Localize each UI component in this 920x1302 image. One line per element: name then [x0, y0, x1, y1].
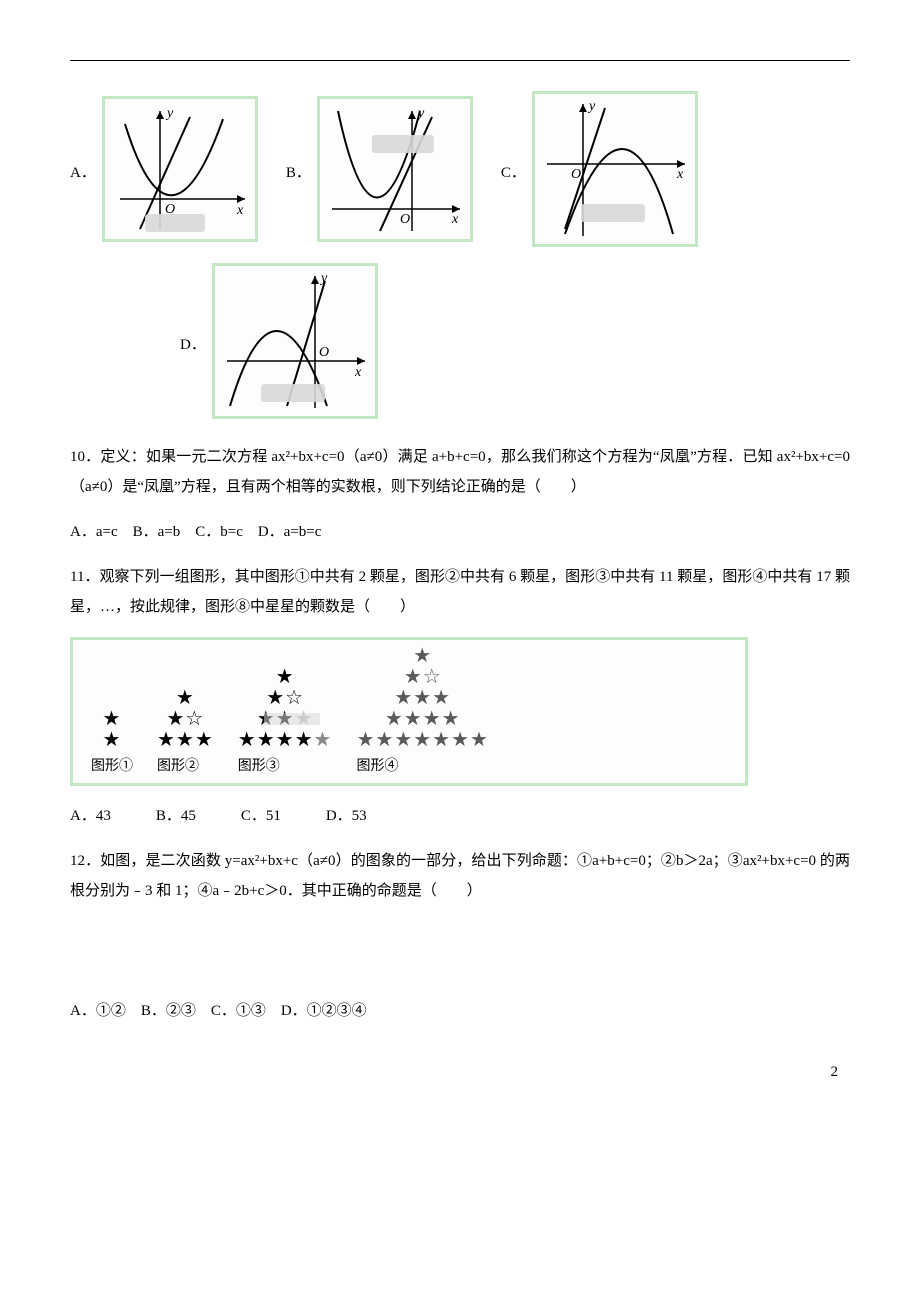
horizontal-rule	[70, 60, 850, 61]
q9-graph-D: y x O	[212, 263, 378, 419]
svg-text:x: x	[354, 365, 362, 380]
q9-option-C-label: C．	[501, 158, 526, 188]
q11-stem: 11．观察下列一组图形，其中图形①中共有 2 颗星，图形②中共有 6 颗星，图形…	[70, 562, 850, 622]
svg-text:x: x	[451, 212, 459, 227]
stars-label-4: 图形④	[356, 753, 398, 781]
svg-text:y: y	[587, 99, 596, 114]
stars-figure-3: ★ ★☆ ★★★ ★★★★★ 图形③	[238, 667, 333, 781]
q11-stars-panel: ★ ★ 图形① ★ ★☆ ★★★ 图形② ★ ★☆ ★★★ ★★★★★ 图形③ …	[70, 637, 748, 786]
q10-stem: 10．定义：如果一元二次方程 ax²+bx+c=0（a≠0）满足 a+b+c=0…	[70, 442, 850, 502]
svg-text:O: O	[571, 167, 581, 182]
svg-text:y: y	[165, 106, 174, 121]
stars-figure-4: ★ ★☆ ★★★ ★★★★ ★★★★★★★ 图形④	[356, 646, 489, 781]
q12-figure-placeholder	[70, 921, 850, 981]
page: A． y x O B．	[0, 0, 920, 1101]
q9-option-B-label: B．	[286, 158, 311, 188]
q9-graph-A: y x O	[102, 96, 258, 242]
stars-label-2: 图形②	[157, 753, 199, 781]
stars-label-3: 图形③	[238, 753, 280, 781]
q10-options: A．a=c B．a=b C．b=c D．a=b=c	[70, 517, 850, 547]
q9-option-D-label: D．	[180, 330, 206, 360]
svg-text:O: O	[319, 345, 329, 360]
stars-figure-2: ★ ★☆ ★★★ 图形②	[157, 688, 214, 781]
stars-figure-1: ★ ★ 图形①	[91, 709, 133, 781]
q11-options: A．43 B．45 C．51 D．53	[70, 801, 850, 831]
svg-text:O: O	[400, 212, 410, 227]
q9-options-row2: D． y x O	[180, 263, 850, 427]
q9-option-A-label: A．	[70, 158, 96, 188]
q12-stem: 12．如图，是二次函数 y=ax²+bx+c（a≠0）的图象的一部分，给出下列命…	[70, 846, 850, 906]
svg-text:x: x	[676, 167, 684, 182]
stars-label-1: 图形①	[91, 753, 133, 781]
q9-graph-B: y x O	[317, 96, 473, 242]
q9-options-row1: A． y x O B．	[70, 91, 850, 255]
page-number: 2	[831, 1057, 839, 1087]
q9-graph-C: y x O	[532, 91, 698, 247]
q12-options: A．①② B．②③ C．①③ D．①②③④	[70, 996, 850, 1026]
svg-text:x: x	[236, 203, 244, 218]
